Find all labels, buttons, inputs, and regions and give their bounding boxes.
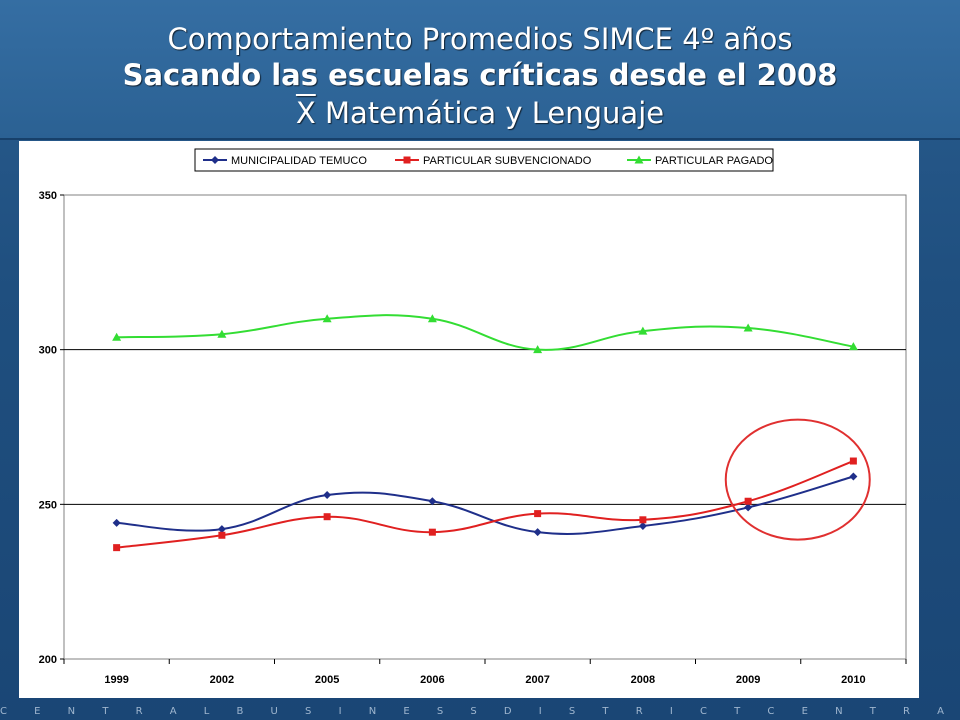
data-point-municipalidad-temuco [112,518,121,527]
line-chart: 200 250 300 350 1999 2002 2005 2006 2007 2008 2009… [39,148,907,686]
legend-label-particular-subvencionado: PARTICULAR SUBVENCIONADO [423,155,592,167]
legend-label-municipalidad-temuco: MUNICIPALIDAD TEMUCO [231,155,367,167]
data-point-particular-subvencionado [113,544,121,552]
x-tick-label: 2005 [315,674,339,686]
footer-decorative-strip: C E N T R A L B U S I N E S S D I S T R … [0,706,960,717]
y-tick-label: 200 [39,654,57,666]
data-point-municipalidad-temuco [323,491,332,500]
data-point-particular-pagado [217,329,227,338]
slide-header: Comportamiento Promedios SIMCE 4º años S… [0,0,960,140]
series-line-particular-subvencionado [116,460,854,549]
x-tick-label: 2010 [841,674,865,686]
data-point-municipalidad-temuco [744,503,753,512]
x-tick-label: 2002 [210,674,234,686]
data-point-particular-pagado [427,314,437,323]
x-tick-label: 2006 [420,674,444,686]
legend-marker-municipalidad-temuco [211,156,219,164]
slide-title-line1: Comportamiento Promedios SIMCE 4º años [167,22,793,56]
x-tick-label: 2009 [736,674,760,686]
x-tick-label: 2007 [525,674,549,686]
slide-title-line3: X Matemática y Lenguaje [0,96,960,130]
data-point-particular-subvencionado [218,531,226,539]
data-point-particular-subvencionado [639,516,647,524]
data-point-municipalidad-temuco [849,472,858,481]
data-point-municipalidad-temuco [533,528,542,537]
slide-title-line3-text: Matemática y Lenguaje [315,96,665,130]
data-point-particular-subvencionado [323,513,331,521]
plot-area [63,194,907,660]
data-point-particular-pagado [533,345,543,354]
data-point-particular-pagado [743,323,753,332]
y-tick-label: 350 [39,190,57,202]
data-point-particular-subvencionado [849,457,857,465]
data-point-municipalidad-temuco [217,525,226,534]
data-point-municipalidad-temuco [428,497,437,506]
chart-panel: 200 250 300 350 1999 2002 2005 2006 2007 2008 2009… [19,141,919,698]
x-tick-label: 1999 [104,674,128,686]
series-line-particular-pagado [116,314,854,351]
data-point-particular-subvencionado [534,510,542,518]
slide-title-line2: Sacando las escuelas críticas desde el 2… [122,58,838,92]
y-tick-label: 250 [39,499,57,511]
chart-legend [194,148,774,172]
x-tick-label: 2008 [631,674,655,686]
highlight-circle [724,418,871,541]
legend-marker-particular-subvencionado [403,156,411,164]
legend-marker-particular-pagado [634,155,644,164]
data-point-particular-pagado [112,332,122,341]
data-point-particular-subvencionado [428,528,436,536]
data-point-particular-pagado [848,342,858,351]
data-point-particular-pagado [322,314,332,323]
legend-label-particular-pagado: PARTICULAR PAGADO [655,155,773,167]
data-point-particular-subvencionado [744,497,752,505]
data-point-particular-pagado [638,326,648,335]
mean-symbol: X [295,96,316,130]
data-point-municipalidad-temuco [638,521,647,530]
y-tick-label: 300 [39,345,57,357]
